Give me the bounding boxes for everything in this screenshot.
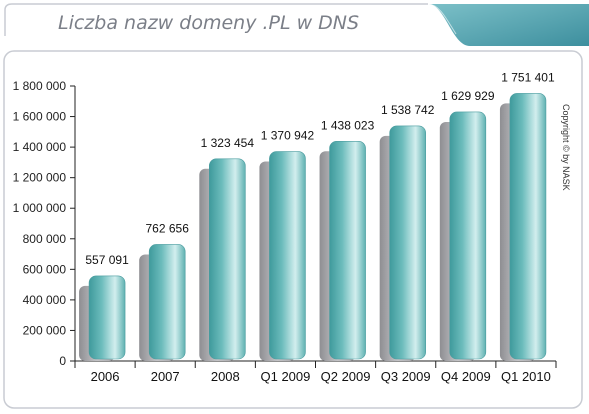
bar	[148, 244, 186, 360]
x-tick-label: Q3 2009	[381, 369, 431, 384]
y-tick-label: 800 000	[23, 232, 67, 246]
value-labels: 557 091 762 656 1 323 454 1 370 942 1 438 02…	[85, 70, 555, 266]
x-tick-label: 2007	[151, 369, 180, 384]
x-tick-label: Q1 2009	[261, 369, 311, 384]
value-label: 1 370 942	[261, 129, 315, 143]
bar	[209, 158, 246, 360]
bar	[389, 125, 426, 360]
value-label: 1 323 454	[201, 136, 255, 150]
y-tick-label: 1 600 000	[13, 110, 67, 124]
value-label: 1 751 401	[501, 70, 555, 84]
bars	[88, 93, 547, 360]
y-tick-label: 0	[59, 354, 66, 368]
x-ticks: 2006 2007 2008 Q1 2009 Q2 2009 Q3 2009 Q4 2009…	[74, 361, 557, 384]
y-tick-label: 1 400 000	[13, 140, 67, 154]
value-label: 557 091	[85, 253, 129, 267]
bar	[269, 151, 306, 360]
bar	[329, 141, 366, 360]
y-tick-label: 1 800 000	[13, 79, 67, 93]
x-tick-label: 2006	[91, 369, 120, 384]
x-tick-label: Q1 2010	[501, 369, 551, 384]
x-tick-label: Q4 2009	[441, 369, 491, 384]
copyright-note: Copyright © by NASK	[561, 104, 571, 191]
value-label: 1 538 742	[381, 103, 435, 117]
chart-title: Liczba nazw domeny .PL w DNS	[58, 12, 359, 34]
y-ticks: 0 200 000 400 000 600 000 800 000 1 000 000 1 …	[13, 79, 75, 368]
header-frame	[4, 3, 589, 46]
y-tick-label: 600 000	[23, 262, 67, 276]
header-tab	[428, 4, 589, 46]
y-tick-label: 1 200 000	[13, 171, 67, 185]
bar	[509, 93, 547, 360]
value-label: 1 629 929	[441, 89, 495, 103]
y-tick-label: 400 000	[23, 293, 67, 307]
x-tick-label: Q2 2009	[321, 369, 371, 384]
x-tick-label: 2008	[211, 369, 240, 384]
value-label: 762 656	[145, 221, 189, 235]
bar	[88, 275, 126, 360]
bar	[449, 111, 487, 360]
y-tick-label: 1 000 000	[13, 201, 67, 215]
y-tick-label: 200 000	[23, 323, 67, 337]
value-label: 1 438 023	[321, 118, 375, 132]
